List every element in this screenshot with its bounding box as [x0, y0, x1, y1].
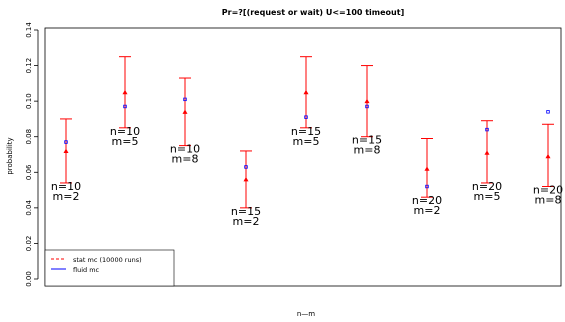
category-label-n-5: n=15: [352, 134, 382, 147]
category-label-m-2: m=8: [172, 153, 199, 166]
category-label-m-6: m=2: [414, 204, 441, 217]
category-label-m-3: m=2: [233, 215, 260, 228]
fluid-point-7: [485, 127, 489, 132]
plot-frame: [44, 27, 562, 287]
fluid-point-6: [425, 184, 429, 189]
chart-title: Pr=?[(request or wait) U<=100 timeout]: [222, 8, 404, 17]
chart-marks: n=10m=2n=10m=5n=10m=8n=15m=2n=15m=5 n=15m…: [51, 56, 563, 228]
fluid-point-0: [64, 140, 68, 144]
category-label-m-0: m=2: [53, 190, 80, 203]
category-label-n-4: n=15: [291, 125, 321, 138]
stat-point-3: [243, 176, 249, 182]
y-tick-label-4: 0.08: [25, 129, 33, 145]
category-label-n-0: n=10: [51, 180, 81, 193]
stat-point-6: [424, 166, 430, 171]
y-tick-label-1: 0.02: [25, 236, 33, 252]
category-label-n-6: n=20: [412, 194, 442, 207]
stat-point-5: [364, 98, 370, 104]
legend-label-fluid: fluid mc: [73, 266, 100, 274]
y-tick-label-2: 0.04: [25, 200, 33, 216]
category-label-m-7: m=5: [474, 190, 501, 203]
y-axis-label: probability: [6, 137, 14, 174]
stat-point-2: [182, 109, 188, 114]
y-tick-label-3: 0.06: [25, 164, 33, 180]
category-label-n-7: n=20: [472, 180, 502, 193]
x-axis-label: n—m: [297, 310, 315, 318]
y-tick-label-5: 0.10: [25, 93, 33, 109]
stat-point-0: [63, 148, 69, 153]
stat-point-8: [545, 153, 551, 159]
category-label-n-2: n=10: [170, 143, 200, 156]
stat-point-1: [122, 89, 128, 95]
category-label-m-5: m=8: [354, 144, 381, 157]
fluid-point-2: [183, 97, 187, 102]
y-axis: 0.00 0.02 0.04 0.06 0.08 0.10 0.12 0.14: [25, 22, 39, 287]
category-label-m-4: m=5: [293, 135, 320, 148]
fluid-point-4: [304, 115, 308, 119]
stat-point-7: [484, 150, 490, 155]
category-label-n-3: n=15: [231, 205, 261, 218]
legend: stat mc (10000 runs) fluid mc: [44, 249, 175, 287]
category-label-n-1: n=10: [110, 125, 140, 138]
y-tick-label-6: 0.12: [25, 58, 33, 74]
fluid-point-3: [244, 165, 248, 169]
stat-point-4: [303, 89, 309, 95]
fluid-point-1: [123, 104, 127, 109]
y-tick-label-0: 0.00: [25, 271, 33, 287]
category-label-m-1: m=5: [112, 135, 139, 148]
fluid-point-5: [365, 104, 369, 109]
y-tick-label-7: 0.14: [25, 22, 33, 38]
category-label-m-8: m=8: [535, 194, 562, 207]
category-label-n-8: n=20: [533, 184, 563, 197]
legend-box: [44, 249, 175, 287]
legend-label-stat: stat mc (10000 runs): [73, 256, 142, 264]
fluid-point-8: [546, 110, 550, 114]
